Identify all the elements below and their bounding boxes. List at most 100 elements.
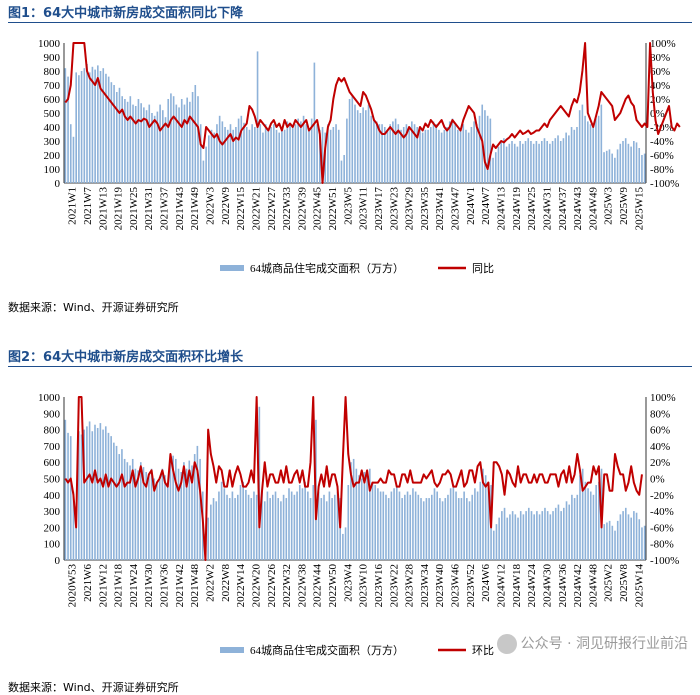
x-tick-label: 2021W49 <box>189 187 201 231</box>
bar <box>473 121 475 183</box>
bar <box>301 488 304 560</box>
bar <box>297 118 299 183</box>
bar <box>137 99 140 183</box>
bar <box>360 478 363 560</box>
bar <box>643 525 646 560</box>
bar <box>137 470 139 560</box>
right-tick-label: 60% <box>650 66 670 78</box>
x-tick-label: 2023W23 <box>388 187 400 231</box>
bar <box>148 104 151 183</box>
bar <box>256 51 259 184</box>
x-tick-label: 2022W44 <box>312 564 324 608</box>
bar <box>231 491 234 560</box>
bar <box>470 127 473 183</box>
bar <box>576 494 579 560</box>
bar <box>428 498 430 560</box>
right-tick-label: -100% <box>650 178 679 190</box>
x-tick-label: 2022W39 <box>296 187 308 231</box>
x-tick-label: 2022W50 <box>327 564 339 608</box>
bar <box>115 92 118 183</box>
bar <box>281 127 283 183</box>
bar <box>142 467 145 560</box>
bar <box>339 498 341 560</box>
bar <box>336 491 339 560</box>
bar <box>323 494 325 560</box>
bar <box>484 110 486 183</box>
left-tick-label: 600 <box>44 457 61 469</box>
x-tick-label: 2024W25 <box>526 187 538 231</box>
x-tick-label: 2021W6 <box>82 564 94 602</box>
bar <box>158 476 161 560</box>
bar <box>587 488 589 560</box>
bar <box>611 153 613 183</box>
x-tick-label: 2023W46 <box>450 564 462 608</box>
right-tick-label: -40% <box>650 136 674 148</box>
right-tick-label: -40% <box>650 506 674 518</box>
bar <box>630 517 632 560</box>
bar <box>121 96 124 183</box>
bar <box>638 148 641 183</box>
x-tick-label: 2024W43 <box>572 187 584 231</box>
left-tick-label: 300 <box>44 136 61 148</box>
bar <box>427 129 429 183</box>
bar <box>551 141 554 183</box>
bar <box>216 124 218 183</box>
bar <box>413 124 416 183</box>
x-tick-label: 2024W48 <box>587 564 599 608</box>
bar <box>630 146 632 183</box>
bar <box>581 104 584 183</box>
bar <box>220 481 223 560</box>
bar <box>557 504 560 560</box>
x-tick-label: 2021W48 <box>189 564 201 608</box>
bar <box>78 75 80 183</box>
bar <box>337 129 340 183</box>
bar <box>243 122 245 183</box>
bar <box>294 124 297 183</box>
x-tick-label: 2022W27 <box>266 187 278 231</box>
bar <box>546 141 548 183</box>
bar <box>377 488 379 560</box>
x-tick-label: 2022W26 <box>266 564 278 608</box>
bar <box>319 129 321 183</box>
bar <box>255 494 258 560</box>
x-tick-label: 2022W8 <box>220 564 232 602</box>
bar <box>269 498 271 560</box>
bar <box>139 462 142 560</box>
bar <box>348 99 351 183</box>
left-tick-label: 1000 <box>38 38 61 50</box>
bar <box>121 449 123 560</box>
bar <box>156 111 159 183</box>
bar <box>503 138 505 183</box>
bar <box>430 494 433 560</box>
bar <box>476 124 478 183</box>
bar <box>624 507 627 560</box>
x-tick-label: 2024W31 <box>541 187 553 230</box>
x-tick-label: 2022W15 <box>235 187 247 231</box>
bar <box>327 124 329 183</box>
bar <box>110 436 112 560</box>
bar <box>325 501 328 560</box>
bar <box>236 494 239 560</box>
bar <box>576 127 578 183</box>
bar <box>505 146 508 183</box>
bar <box>188 460 191 560</box>
bar <box>80 434 83 560</box>
bar <box>172 455 174 560</box>
bar <box>332 127 335 183</box>
bar <box>568 504 571 560</box>
bar <box>389 124 391 183</box>
x-tick-label: 2021W31 <box>143 187 155 230</box>
bar <box>118 454 121 560</box>
bar <box>549 143 551 183</box>
bar <box>508 143 511 183</box>
bar <box>237 118 240 183</box>
bar <box>565 132 567 183</box>
bar <box>183 104 186 183</box>
right-tick-label: 20% <box>650 457 670 469</box>
left-tick-label: 700 <box>44 441 61 453</box>
bar <box>343 155 345 183</box>
left-tick-label: 700 <box>44 80 61 92</box>
bar <box>452 485 455 560</box>
bar <box>503 507 506 560</box>
bar <box>441 501 444 560</box>
